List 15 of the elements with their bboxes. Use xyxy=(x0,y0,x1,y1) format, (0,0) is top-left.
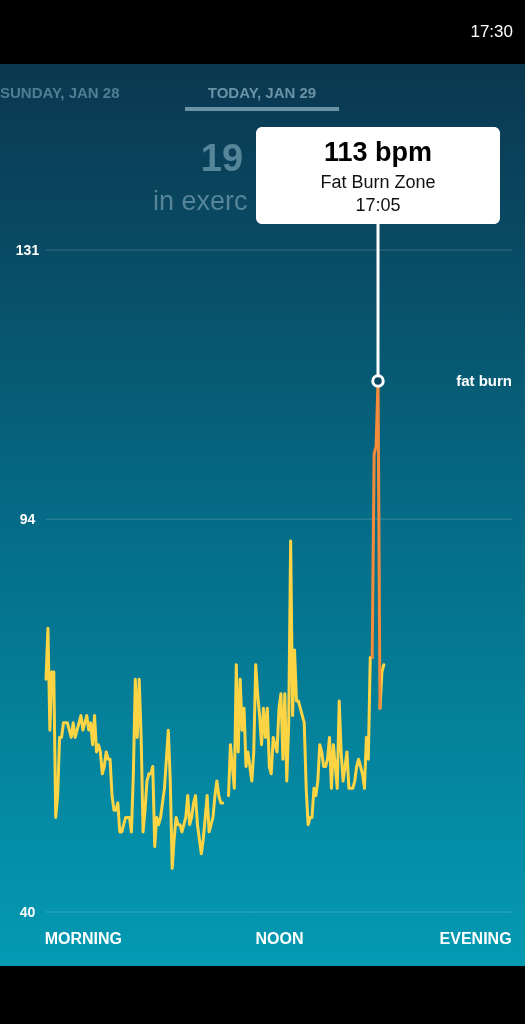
text: 17:30 xyxy=(470,22,513,41)
text: Fat Burn Zone xyxy=(320,172,436,192)
y-tick-label: 40 xyxy=(19,903,36,920)
text: TODAY, JAN 29 xyxy=(207,84,317,101)
annotation: fat burn xyxy=(456,372,512,389)
text: 113 bpm xyxy=(323,137,433,167)
y-tick-label: 131 xyxy=(15,241,40,258)
x-tick-label: EVENING xyxy=(439,929,512,947)
text: 19 xyxy=(200,137,244,179)
text: SUNDAY, JAN 28 xyxy=(0,84,120,101)
x-tick-label: NOON xyxy=(255,929,304,947)
x-tick-label: MORNING xyxy=(44,929,123,947)
annotation: 17:05 xyxy=(355,195,401,215)
text: in exerc xyxy=(153,186,248,216)
y-tick-label: 94 xyxy=(19,510,36,527)
